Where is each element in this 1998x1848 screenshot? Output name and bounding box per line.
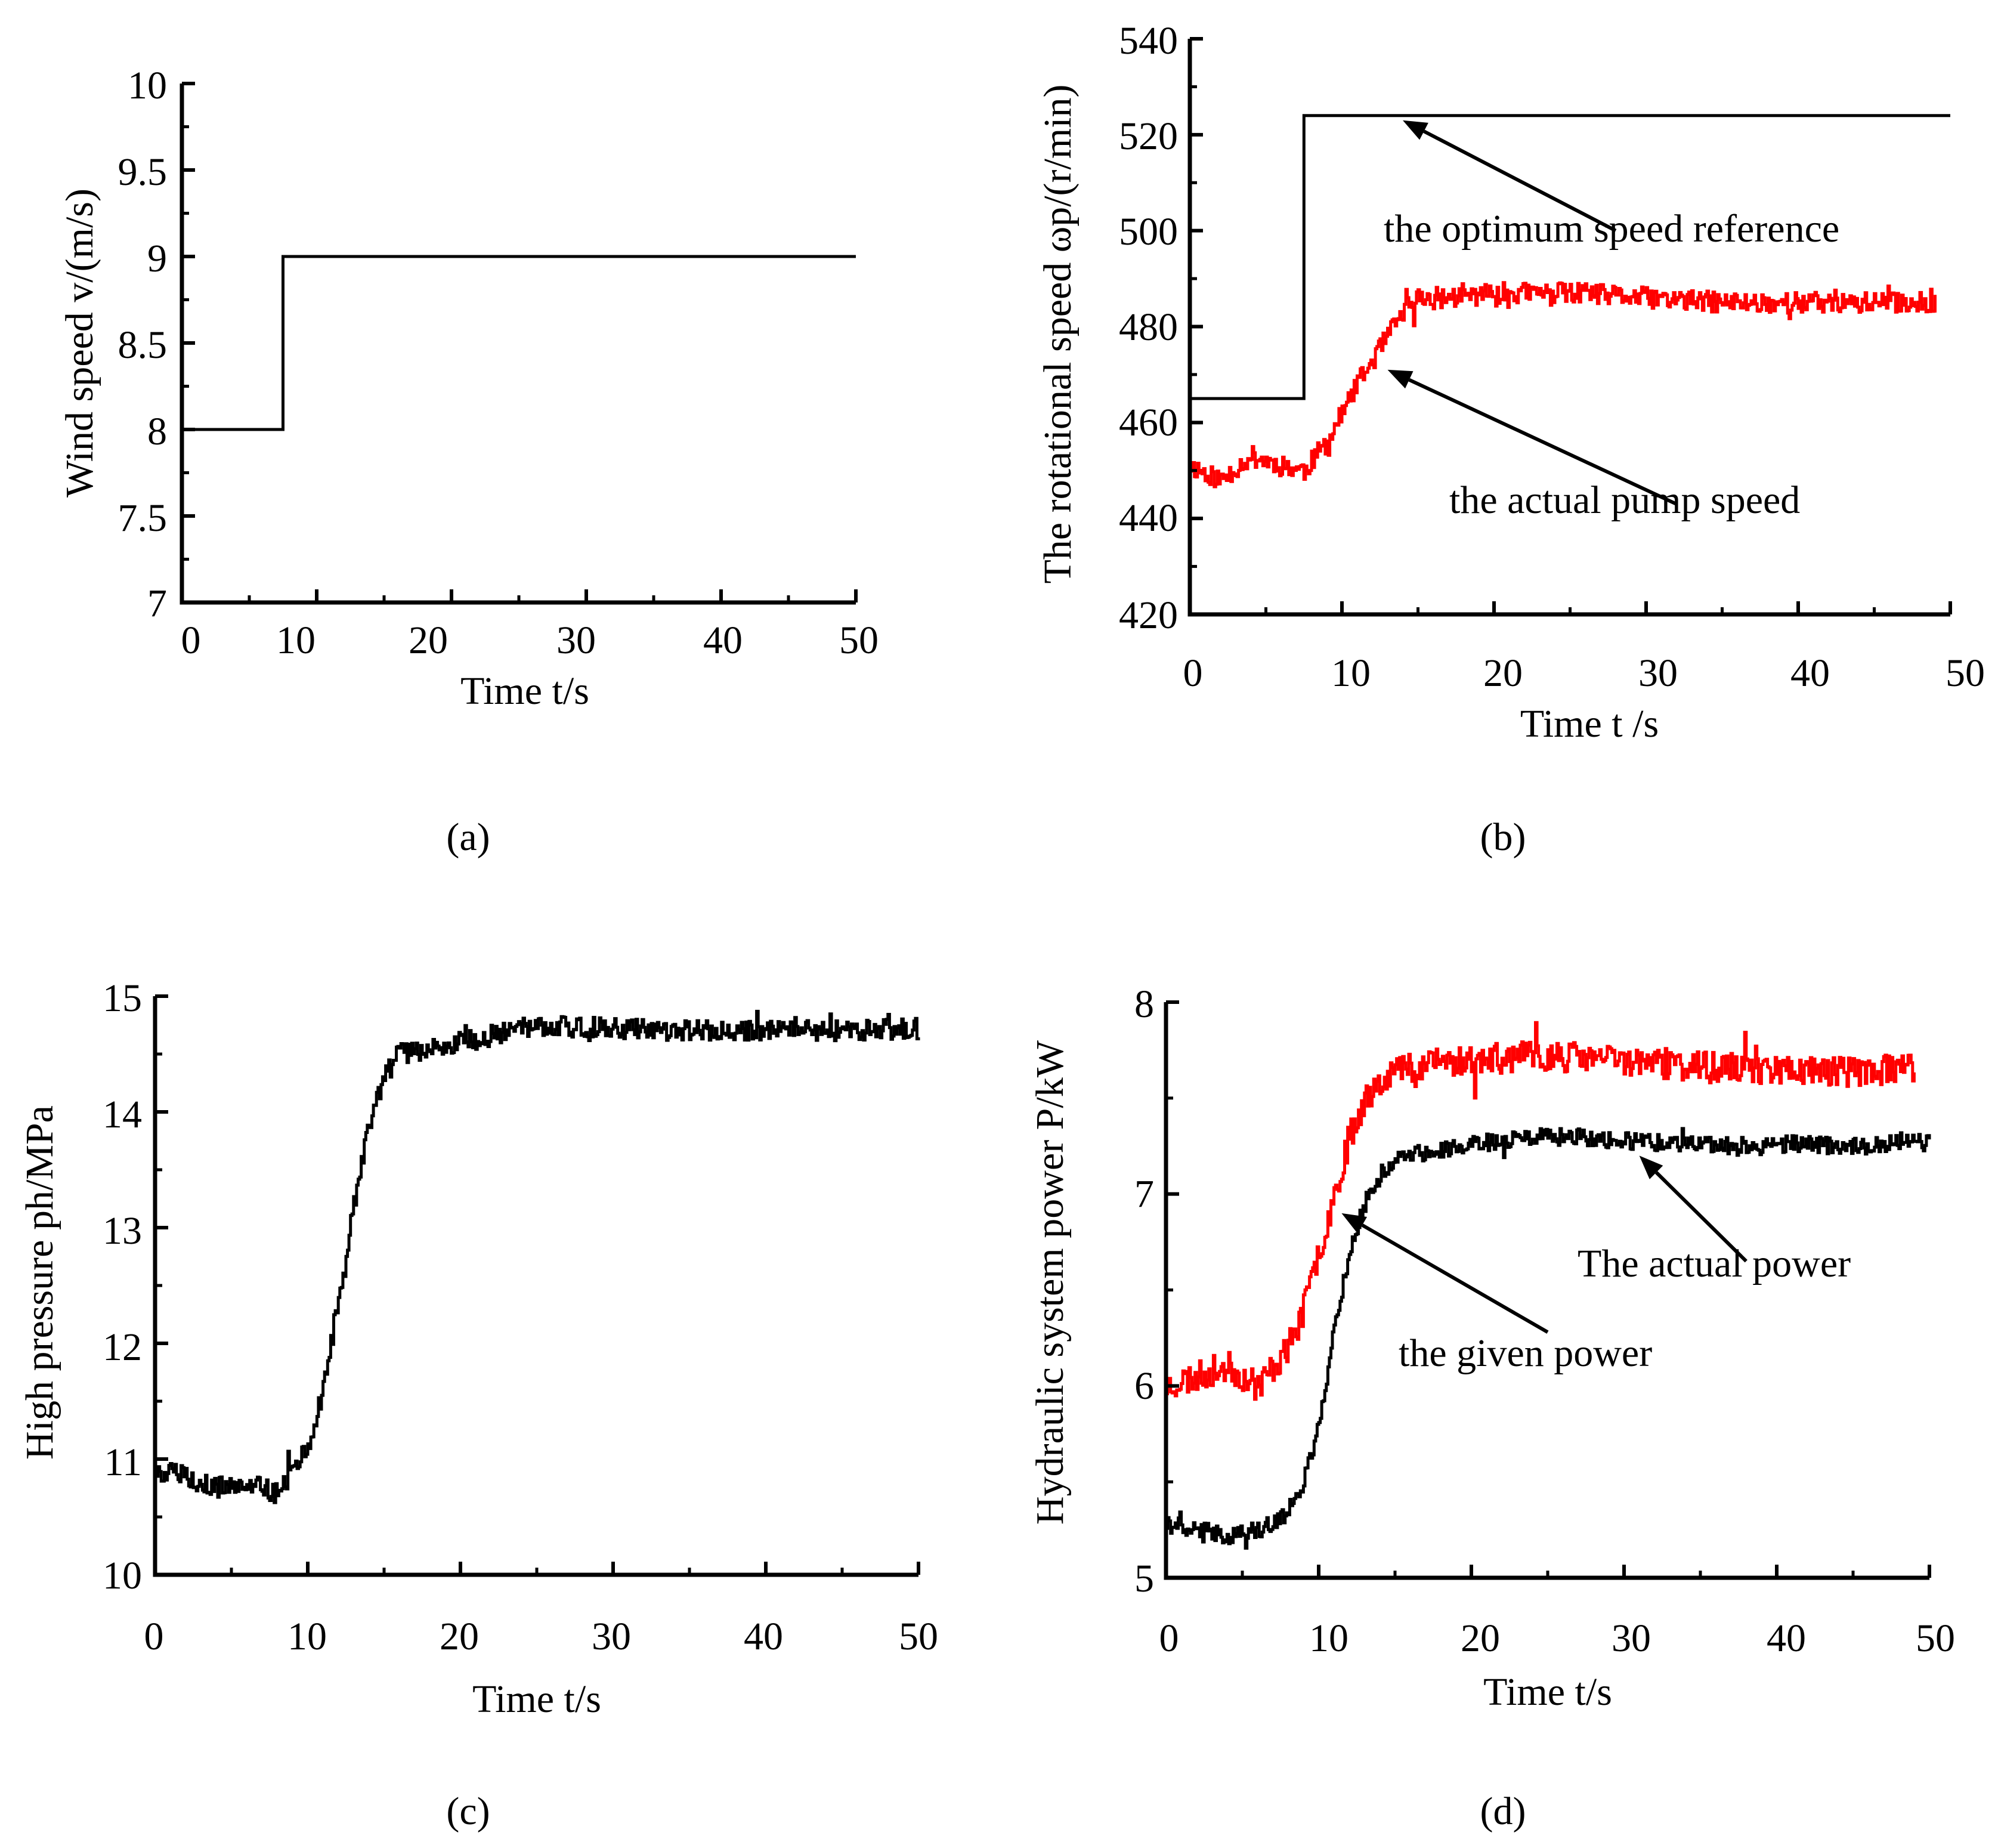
panel-d-ytick-label: 8 xyxy=(1134,982,1154,1026)
panel-d-xtick-label: 10 xyxy=(1309,1617,1349,1660)
panel-a-xtick-label: 30 xyxy=(556,619,596,662)
panel-b-series xyxy=(1190,114,1950,489)
annotation-arrowhead xyxy=(1639,1155,1663,1179)
panel-d-y-axis-title: Hydraulic system power P/kW xyxy=(1028,1040,1072,1525)
panel-b-ytick-label: 500 xyxy=(1119,210,1178,254)
panel-b-xtick-label: 50 xyxy=(1946,651,1985,695)
panel-d-label: (d) xyxy=(1480,1790,1526,1833)
panel-c-y-axis-title: High pressure ph/MPa xyxy=(18,1105,61,1460)
panel-b-ytick-label: 460 xyxy=(1119,401,1178,444)
panel-c-axes xyxy=(153,996,918,1577)
series-line-high-pressure xyxy=(155,1009,920,1504)
panel-b-ytick-label: 540 xyxy=(1119,19,1178,63)
panel-a-series xyxy=(182,255,856,431)
annotation-arrowhead xyxy=(1403,120,1428,140)
panel-c-ytick-label: 12 xyxy=(103,1325,142,1369)
annotation-label: the actual pump speed xyxy=(1449,478,1800,522)
panel-c-xtick-label: 0 xyxy=(144,1615,164,1658)
panel-a-ytick-label: 8.5 xyxy=(118,323,168,367)
panel-d-ticks xyxy=(1164,1000,1931,1580)
panel-b-xtick-label: 0 xyxy=(1183,651,1203,695)
panel-a-ytick-label: 7 xyxy=(147,582,167,625)
panel-d-ytick-label: 5 xyxy=(1134,1557,1154,1600)
panel-c-ticks xyxy=(153,994,920,1577)
panel-d-x-axis-title: Time t/s xyxy=(1483,1670,1612,1714)
annotation-arrow xyxy=(1423,129,1617,233)
panel-a-x-axis-title: Time t/s xyxy=(460,669,589,713)
panel-b-annotations: the optimum speed reference the actual pu… xyxy=(1384,120,1839,522)
panel-a-ticks xyxy=(180,82,858,604)
panel-d-xtick-label: 20 xyxy=(1461,1617,1500,1660)
panel-c-ytick-label: 14 xyxy=(103,1093,142,1136)
panel-d-xtick-label: 30 xyxy=(1612,1617,1651,1660)
annotation-arrow xyxy=(1408,378,1678,506)
panel-c-x-axis-title: Time t/s xyxy=(472,1677,601,1721)
panel-b-label: (b) xyxy=(1480,815,1526,859)
panel-c-ytick-label: 10 xyxy=(103,1554,142,1597)
annotation-label: the given power xyxy=(1399,1331,1652,1375)
annotation-label: the optimum speed reference xyxy=(1384,207,1839,251)
panel-c-xtick-label: 10 xyxy=(287,1615,327,1658)
series-line-the-optimum-speed-reference xyxy=(1190,114,1950,400)
panel-d-xtick-label: 40 xyxy=(1767,1617,1806,1660)
panel-b-xtick-label: 30 xyxy=(1638,651,1678,695)
annotation-arrowhead xyxy=(1387,369,1414,389)
panel-a-xtick-label: 10 xyxy=(276,619,316,662)
panel-d-xtick-label: 0 xyxy=(1159,1617,1179,1660)
panel-c-xtick-label: 40 xyxy=(744,1615,783,1658)
panel-b-x-axis-title: Time t /s xyxy=(1520,702,1659,746)
panel-b-ytick-label: 440 xyxy=(1119,496,1178,540)
panel-d-xtick-label: 50 xyxy=(1916,1617,1955,1660)
panel-a-y-axis-title: Wind speed v/(m/s) xyxy=(58,188,101,497)
panel-c-xtick-label: 20 xyxy=(440,1615,479,1658)
series-line-wind-speed xyxy=(182,255,856,431)
panel-a-ytick-label: 10 xyxy=(128,64,167,107)
panel-d-ytick-label: 6 xyxy=(1134,1364,1154,1408)
annotation-arrow xyxy=(1361,1223,1549,1334)
panel-a-label: (a) xyxy=(446,815,490,859)
panel-b-ytick-label: 520 xyxy=(1119,115,1178,158)
panel-c: 15 14 13 12 11 10 0 10 20 30 40 50 Time … xyxy=(18,976,938,1833)
panel-c-xtick-label: 50 xyxy=(899,1615,938,1658)
panel-b-ytick-label: 420 xyxy=(1119,594,1178,637)
panel-a-xtick-label: 40 xyxy=(703,619,743,662)
panel-a-xtick-label: 0 xyxy=(181,619,201,662)
panel-d-series xyxy=(1166,1021,1931,1550)
panel-a-ytick-label: 8 xyxy=(147,410,167,453)
panel-c-series xyxy=(155,1009,920,1504)
panel-a-ytick-label: 7.5 xyxy=(118,496,168,540)
annotation-arrow xyxy=(1654,1171,1748,1263)
panel-c-ytick-label: 15 xyxy=(103,976,142,1020)
panel-b: the optimum speed reference the actual pu… xyxy=(1036,19,1985,859)
panel-b-xtick-label: 10 xyxy=(1331,651,1371,695)
series-line-the-actual-pump-speed xyxy=(1190,281,1937,489)
panel-d-annotations: The actual power the given power xyxy=(1341,1155,1851,1375)
panel-b-ytick-label: 480 xyxy=(1119,305,1178,349)
series-line-the-actual-power xyxy=(1166,1021,1916,1401)
panel-c-ytick-label: 11 xyxy=(104,1441,142,1484)
panel-d-axes xyxy=(1164,1002,1929,1580)
panel-c-xtick-label: 30 xyxy=(592,1615,631,1658)
annotation-arrowhead xyxy=(1341,1213,1368,1234)
panel-b-xtick-label: 40 xyxy=(1790,651,1830,695)
panel-b-xtick-label: 20 xyxy=(1483,651,1523,695)
series-line-the-given-power xyxy=(1166,1127,1931,1550)
panel-d-ytick-label: 7 xyxy=(1134,1172,1154,1216)
panel-a-xtick-label: 20 xyxy=(409,619,448,662)
panel-a-ytick-label: 9.5 xyxy=(118,150,168,194)
panel-b-ticks xyxy=(1188,37,1952,616)
panel-c-label: (c) xyxy=(446,1790,490,1833)
annotation-label: The actual power xyxy=(1578,1242,1851,1285)
panel-a-ytick-label: 9 xyxy=(147,237,167,280)
panel-b-y-axis-title: The rotational speed ωp/(r/min) xyxy=(1036,84,1080,583)
panel-a-xtick-label: 50 xyxy=(839,619,879,662)
panel-c-ytick-label: 13 xyxy=(103,1209,142,1253)
panel-a: 10 9.5 9 8.5 8 7.5 7 0 10 20 30 40 50 Ti… xyxy=(58,64,879,859)
